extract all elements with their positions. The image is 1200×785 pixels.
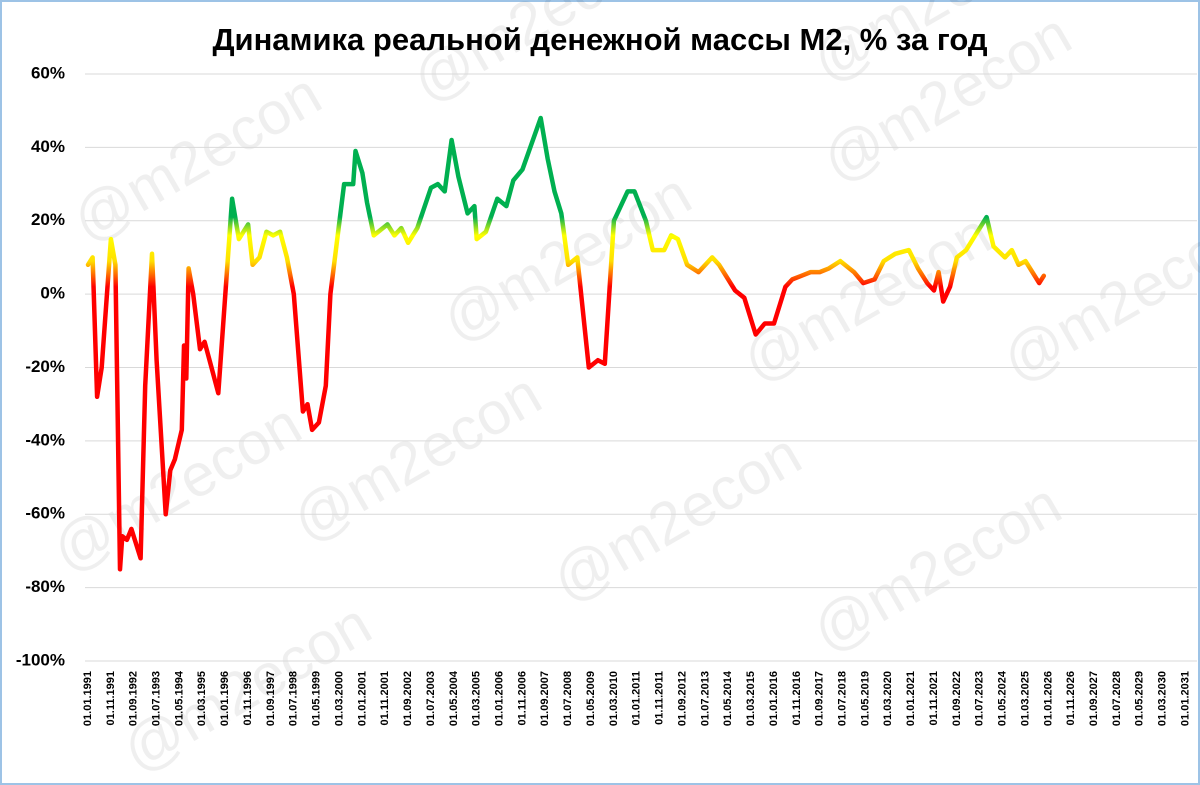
x-tick-label: 01.03.2005 <box>471 671 483 726</box>
x-tick-label: 01.05.2009 <box>585 671 597 726</box>
x-tick-label: 01.09.2012 <box>676 671 688 726</box>
x-tick-label: 01.05.1994 <box>173 670 185 726</box>
y-tick-label: -60% <box>25 504 65 523</box>
x-tick-label: 01.11.2021 <box>928 671 940 725</box>
y-tick-label: -80% <box>25 577 65 596</box>
x-tick-label: 01.03.2020 <box>882 671 894 726</box>
x-tick-label: 01.05.2024 <box>997 670 1009 726</box>
x-tick-label: 01.05.2014 <box>722 670 734 726</box>
x-tick-label: 01.05.1999 <box>311 671 323 726</box>
x-tick-label: 01.01.2011 <box>631 671 643 725</box>
y-tick-label: 40% <box>31 137 65 156</box>
x-tick-label: 01.01.2016 <box>768 671 780 726</box>
chart-title: Динамика реальной денежной массы М2, % з… <box>212 22 987 57</box>
x-tick-label: 01.09.2027 <box>1088 671 1100 726</box>
y-tick-label: 0% <box>40 284 65 303</box>
x-tick-label: 01.07.2013 <box>699 671 711 726</box>
x-tick-label: 01.09.1997 <box>265 671 277 726</box>
x-tick-label: 01.05.2019 <box>859 671 871 726</box>
x-tick-label: 01.01.2031 <box>1179 671 1191 726</box>
data-line <box>85 115 1047 572</box>
x-tick-label: 01.01.2026 <box>1042 671 1054 726</box>
x-tick-label: 01.07.2023 <box>974 671 986 726</box>
x-tick-label: 01.01.2021 <box>905 671 917 726</box>
x-tick-label: 01.11.2001 <box>379 671 391 725</box>
x-tick-label: 01.03.2030 <box>1157 671 1169 726</box>
x-tick-label: 01.01.1991 <box>82 671 94 726</box>
x-tick-label: 01.03.1995 <box>196 671 208 726</box>
x-tick-label: 01.09.2017 <box>814 671 826 726</box>
x-tick-label: 01.11.1996 <box>242 671 254 725</box>
x-tick-label: 01.03.2015 <box>745 671 757 726</box>
y-tick-label: 20% <box>31 210 65 229</box>
x-tick-label: 01.01.1996 <box>219 671 231 726</box>
x-tick-label: 01.09.1992 <box>128 671 140 726</box>
y-tick-label: -20% <box>25 357 65 376</box>
x-tick-label: 01.07.2028 <box>1111 671 1123 726</box>
x-tick-label: 01.03.2010 <box>608 671 620 726</box>
x-tick-label: 01.09.2007 <box>539 671 551 726</box>
x-tick-label: 01.01.2006 <box>493 671 505 726</box>
y-tick-label: -40% <box>25 430 65 449</box>
x-tick-label: 01.11.2011 <box>654 671 666 725</box>
x-tick-label: 01.09.2002 <box>402 671 414 726</box>
x-tick-label: 01.07.2003 <box>425 671 437 726</box>
x-tick-label: 01.11.1991 <box>105 671 117 725</box>
x-tick-label: 01.07.2018 <box>836 671 848 726</box>
x-tick-label: 01.05.2029 <box>1134 671 1146 726</box>
x-tick-label: 01.11.2006 <box>516 671 528 725</box>
x-tick-label: 01.09.2022 <box>951 671 963 726</box>
y-tick-label: 60% <box>31 63 65 82</box>
y-tick-label: -100% <box>16 650 65 669</box>
x-tick-label: 01.07.2008 <box>562 671 574 726</box>
x-tick-label: 01.07.1993 <box>151 671 163 726</box>
x-tick-label: 01.05.2004 <box>448 670 460 726</box>
x-tick-label: 01.03.2000 <box>333 671 345 726</box>
x-tick-label: 01.11.2026 <box>1065 671 1077 725</box>
x-tick-label: 01.01.2001 <box>356 671 368 726</box>
x-tick-label: 01.11.2016 <box>791 671 803 725</box>
x-tick-label: 01.07.1998 <box>288 671 300 726</box>
x-tick-label: 01.03.2025 <box>1019 671 1031 726</box>
